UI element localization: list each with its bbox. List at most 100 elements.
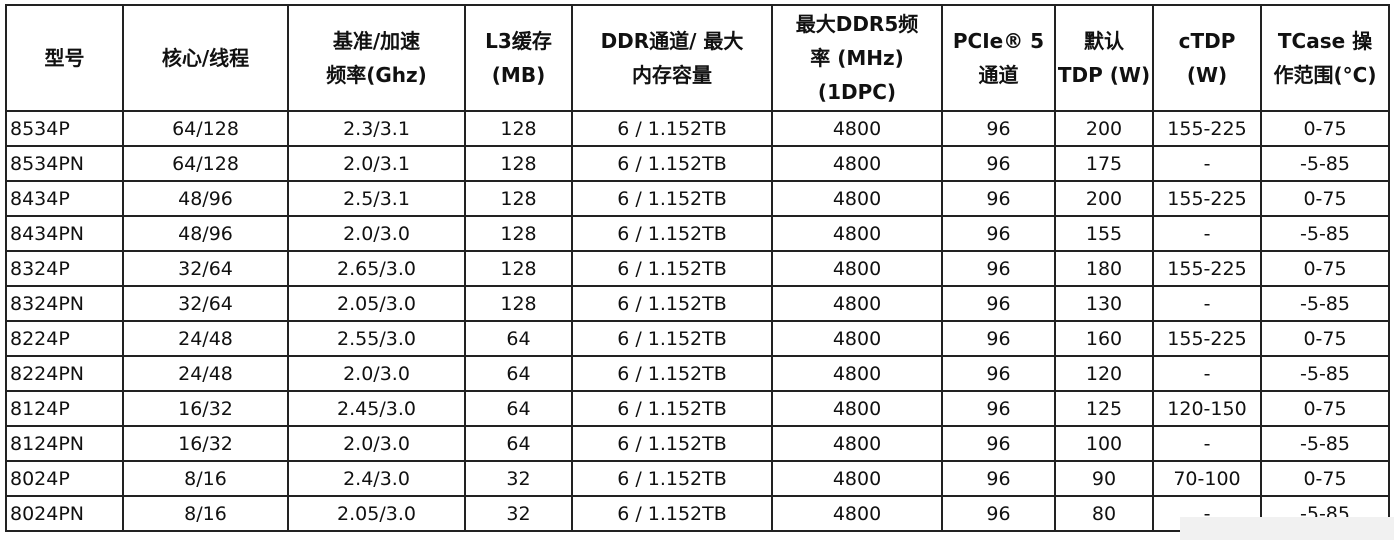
cell-tcase-range: -5-85: [1260, 285, 1390, 322]
cell-ddr-channels-capacity: 6 / 1.152TB: [571, 495, 773, 532]
cell-pcie5-lanes: 96: [941, 425, 1056, 462]
cell-ddr5-freq: 4800: [771, 495, 943, 532]
cell-ddr-channels-capacity: 6 / 1.152TB: [571, 285, 773, 322]
cell-pcie5-lanes: 96: [941, 110, 1056, 147]
cell-l3-cache: 128: [464, 145, 573, 182]
cell-base-boost-freq: 2.3/3.1: [287, 110, 466, 147]
header-ddr-channels-capacity: DDR通道/ 最大 内存容量: [571, 4, 773, 112]
cell-base-boost-freq: 2.4/3.0: [287, 460, 466, 497]
header-model: 型号: [5, 4, 124, 112]
cell-ctdp: 155-225: [1152, 110, 1262, 147]
cell-base-boost-freq: 2.05/3.0: [287, 285, 466, 322]
cell-default-tdp: 160: [1054, 320, 1154, 357]
cell-default-tdp: 100: [1054, 425, 1154, 462]
cell-pcie5-lanes: 96: [941, 495, 1056, 532]
cell-model: 8224P: [5, 320, 124, 357]
cell-tcase-range: -5-85: [1260, 355, 1390, 392]
cell-ddr5-freq: 4800: [771, 250, 943, 287]
cell-pcie5-lanes: 96: [941, 180, 1056, 217]
table-row: 8024P 8/16 2.4/3.0 32 6 / 1.152TB 4800 96 90 70-…: [5, 460, 1390, 497]
cell-ddr5-freq: 4800: [771, 355, 943, 392]
cell-ctdp: -: [1152, 285, 1262, 322]
cell-cores-threads: 24/48: [122, 355, 289, 392]
header-tcase-range: TCase 操 作范围(°C): [1260, 4, 1390, 112]
cell-pcie5-lanes: 96: [941, 320, 1056, 357]
cell-default-tdp: 90: [1054, 460, 1154, 497]
cell-base-boost-freq: 2.45/3.0: [287, 390, 466, 427]
cell-model: 8534P: [5, 110, 124, 147]
cell-l3-cache: 128: [464, 215, 573, 252]
cell-cores-threads: 8/16: [122, 460, 289, 497]
cell-default-tdp: 80: [1054, 495, 1154, 532]
cell-base-boost-freq: 2.0/3.0: [287, 355, 466, 392]
cell-pcie5-lanes: 96: [941, 215, 1056, 252]
cell-base-boost-freq: 2.5/3.1: [287, 180, 466, 217]
cell-ddr-channels-capacity: 6 / 1.152TB: [571, 320, 773, 357]
cell-l3-cache: 128: [464, 250, 573, 287]
header-ddr5-freq: 最大DDR5频 率 (MHz) (1DPC): [771, 4, 943, 112]
cell-cores-threads: 8/16: [122, 495, 289, 532]
header-cores-threads: 核心/线程: [122, 4, 289, 112]
cell-default-tdp: 200: [1054, 110, 1154, 147]
cell-tcase-range: -5-85: [1260, 145, 1390, 182]
cell-l3-cache: 64: [464, 320, 573, 357]
table-row: 8124P 16/32 2.45/3.0 64 6 / 1.152TB 4800 96 125…: [5, 390, 1390, 427]
cell-l3-cache: 64: [464, 390, 573, 427]
cell-ctdp: 120-150: [1152, 390, 1262, 427]
cell-cores-threads: 64/128: [122, 145, 289, 182]
cell-model: 8124PN: [5, 425, 124, 462]
cell-base-boost-freq: 2.0/3.0: [287, 215, 466, 252]
cell-l3-cache: 64: [464, 355, 573, 392]
table-row: 8324PN 32/64 2.05/3.0 128 6 / 1.152TB 4800 96 1…: [5, 285, 1390, 322]
header-l3-cache: L3缓存 (MB): [464, 4, 573, 112]
cell-model: 8024PN: [5, 495, 124, 532]
header-row: 型号 核心/线程 基准/加速 频率(Ghz) L3缓存 (MB) DDR通道/ 最大 内…: [5, 4, 1390, 112]
cell-tcase-range: 0-75: [1260, 250, 1390, 287]
cell-default-tdp: 175: [1054, 145, 1154, 182]
cell-cores-threads: 16/32: [122, 390, 289, 427]
header-base-boost-freq: 基准/加速 频率(Ghz): [287, 4, 466, 112]
cell-tcase-range: 0-75: [1260, 320, 1390, 357]
cell-model: 8434P: [5, 180, 124, 217]
cell-ddr5-freq: 4800: [771, 145, 943, 182]
cell-ddr-channels-capacity: 6 / 1.152TB: [571, 355, 773, 392]
table-row: 8534PN 64/128 2.0/3.1 128 6 / 1.152TB 4800 96 1…: [5, 145, 1390, 182]
cell-l3-cache: 32: [464, 460, 573, 497]
cell-default-tdp: 130: [1054, 285, 1154, 322]
cell-ddr5-freq: 4800: [771, 215, 943, 252]
cell-tcase-range: -5-85: [1260, 215, 1390, 252]
cell-default-tdp: 155: [1054, 215, 1154, 252]
table-row: 8224P 24/48 2.55/3.0 64 6 / 1.152TB 4800 96 160…: [5, 320, 1390, 357]
cell-l3-cache: 32: [464, 495, 573, 532]
cell-cores-threads: 48/96: [122, 180, 289, 217]
cell-ddr-channels-capacity: 6 / 1.152TB: [571, 180, 773, 217]
cell-model: 8324P: [5, 250, 124, 287]
cell-ddr5-freq: 4800: [771, 110, 943, 147]
cell-ctdp: 155-225: [1152, 180, 1262, 217]
cell-l3-cache: 128: [464, 110, 573, 147]
cell-model: 8434PN: [5, 215, 124, 252]
cell-base-boost-freq: 2.0/3.0: [287, 425, 466, 462]
cell-ddr-channels-capacity: 6 / 1.152TB: [571, 425, 773, 462]
cell-default-tdp: 120: [1054, 355, 1154, 392]
cell-ddr5-freq: 4800: [771, 320, 943, 357]
cell-ddr5-freq: 4800: [771, 390, 943, 427]
cell-ctdp: -: [1152, 425, 1262, 462]
cell-pcie5-lanes: 96: [941, 355, 1056, 392]
cell-ctdp: -: [1152, 215, 1262, 252]
cell-l3-cache: 128: [464, 180, 573, 217]
cell-base-boost-freq: 2.0/3.1: [287, 145, 466, 182]
cell-cores-threads: 24/48: [122, 320, 289, 357]
cell-l3-cache: 64: [464, 425, 573, 462]
cell-ddr5-freq: 4800: [771, 425, 943, 462]
cell-ddr5-freq: 4800: [771, 285, 943, 322]
cell-ctdp: 155-225: [1152, 320, 1262, 357]
cell-ctdp: -: [1152, 355, 1262, 392]
header-default-tdp: 默认 TDP (W): [1054, 4, 1154, 112]
cell-cores-threads: 16/32: [122, 425, 289, 462]
cell-l3-cache: 128: [464, 285, 573, 322]
table-row: 8224PN 24/48 2.0/3.0 64 6 / 1.152TB 4800 96 120…: [5, 355, 1390, 392]
cell-ddr-channels-capacity: 6 / 1.152TB: [571, 460, 773, 497]
cell-default-tdp: 125: [1054, 390, 1154, 427]
table-row: 8434PN 48/96 2.0/3.0 128 6 / 1.152TB 4800 96 15…: [5, 215, 1390, 252]
